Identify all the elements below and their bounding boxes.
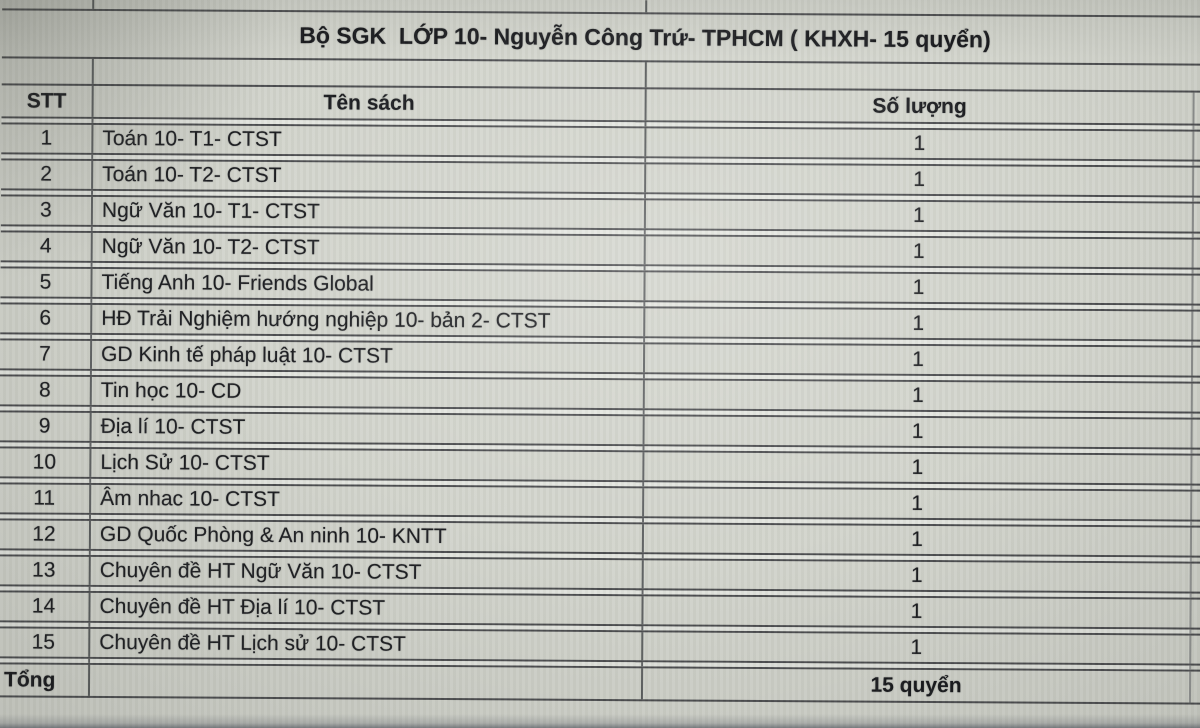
cell-quantity: 1 [644, 488, 1193, 520]
cell-blank [1193, 312, 1200, 340]
cell-blank [1193, 420, 1200, 448]
cell-blank [1191, 636, 1200, 664]
cell-blank [1192, 528, 1200, 556]
cell-blank [1194, 240, 1200, 268]
cell-quantity: 1 [646, 164, 1195, 196]
cell-book-name: Toán 10- T1- CTST [93, 124, 647, 157]
cell-book-name: Lịch Sử 10- CTST [91, 448, 645, 481]
cell-book-name: Chuyên đề HT Địa lí 10- CTST [90, 592, 644, 625]
cell-book-name: GD Quốc Phòng & An ninh 10- KNTT [90, 520, 645, 553]
cell-quantity: 1 [645, 236, 1194, 268]
cell-stt: 10 [0, 448, 92, 477]
cell-blank [89, 664, 644, 700]
column-header-stt: STT [1, 85, 94, 117]
sheet-title: Bộ SGK LỚP 10- Nguyễn Công Trứ- TPHCM ( … [299, 21, 991, 52]
cell-quantity: 1 [644, 380, 1193, 412]
cell-blank [2, 0, 95, 9]
cell-book-name: Ngữ Văn 10- T1- CTST [92, 196, 647, 229]
cell-quantity: 1 [645, 308, 1194, 340]
cell-blank [1193, 276, 1200, 304]
cell-blank [1195, 4, 1200, 16]
cell-stt: 6 [0, 304, 93, 333]
cell-quantity: 1 [645, 272, 1194, 304]
cell-blank [1191, 672, 1200, 703]
cell-blank [1194, 204, 1200, 232]
cell-quantity: 1 [645, 200, 1195, 232]
cell-stt: 5 [0, 268, 93, 297]
cell-stt: 4 [0, 232, 93, 261]
column-header-so-luong: Số lượng [646, 89, 1195, 124]
cell-stt: 13 [0, 556, 91, 585]
cell-book-name: GD Kinh tế pháp luật 10- CTST [91, 340, 646, 373]
cell-quantity: 1 [643, 596, 1192, 628]
cell-blank [1194, 168, 1200, 196]
cell-quantity: 1 [643, 524, 1193, 556]
cell-book-name: Ngữ Văn 10- T2- CTST [92, 232, 646, 265]
cell-blank [1193, 384, 1200, 412]
cell-stt: 11 [0, 484, 92, 513]
cell-book-name: Chuyên đề HT Lịch sử 10- CTST [90, 628, 644, 661]
cell-blank [1, 58, 94, 84]
cell-stt: 12 [0, 520, 92, 549]
cell-quantity: 1 [643, 632, 1192, 664]
cell-stt: 9 [0, 412, 92, 441]
cell-blank [93, 58, 647, 88]
cell-stt: 8 [0, 376, 92, 405]
cell-blank [1195, 66, 1200, 91]
table-body: 1 Toán 10- T1- CTST 1 2 Toán 10- T2- CTS… [0, 118, 1200, 666]
cell-blank [1192, 492, 1200, 520]
cell-stt: 2 [1, 160, 94, 189]
cell-quantity: 1 [644, 452, 1193, 484]
cell-book-name: Tiếng Anh 10- Friends Global [92, 268, 646, 301]
title-row: Bộ SGK LỚP 10- Nguyễn Công Trứ- TPHCM ( … [1, 10, 1200, 66]
cell-book-name: HĐ Trải Nghiệm hướng nghiệp 10- bản 2- C… [92, 304, 646, 337]
cell-blank [1192, 456, 1200, 484]
cell-quantity: 1 [644, 344, 1194, 376]
cell-quantity: 1 [644, 416, 1193, 448]
cell-stt: 15 [0, 628, 91, 657]
cell-book-name: Chuyên đề HT Ngữ Văn 10- CTST [90, 556, 644, 589]
cell-quantity: 1 [643, 560, 1192, 592]
total-quantity: 15 quyển [642, 668, 1192, 703]
column-header-ten-sach: Tên sách [93, 85, 647, 121]
cell-stt: 14 [0, 592, 91, 621]
cell-blank [1194, 93, 1200, 124]
cell-stt: 7 [0, 340, 93, 369]
cell-book-name: Âm nhac 10- CTST [91, 484, 645, 517]
cell-blank [647, 62, 1195, 90]
cell-book-name: Địa lí 10- CTST [91, 412, 645, 445]
cell-book-name: Toán 10- T2- CTST [93, 160, 647, 193]
cell-stt: 3 [0, 196, 94, 225]
cell-book-name: Tin học 10- CD [91, 376, 645, 409]
total-label: Tổng [0, 664, 91, 696]
cell-quantity: 1 [646, 128, 1195, 160]
cell-blank [1192, 564, 1200, 592]
cell-blank [1193, 348, 1200, 376]
cell-stt: 1 [1, 124, 94, 153]
cell-blank [1191, 600, 1200, 628]
cell-blank [647, 0, 1195, 15]
cell-blank [1194, 132, 1200, 160]
